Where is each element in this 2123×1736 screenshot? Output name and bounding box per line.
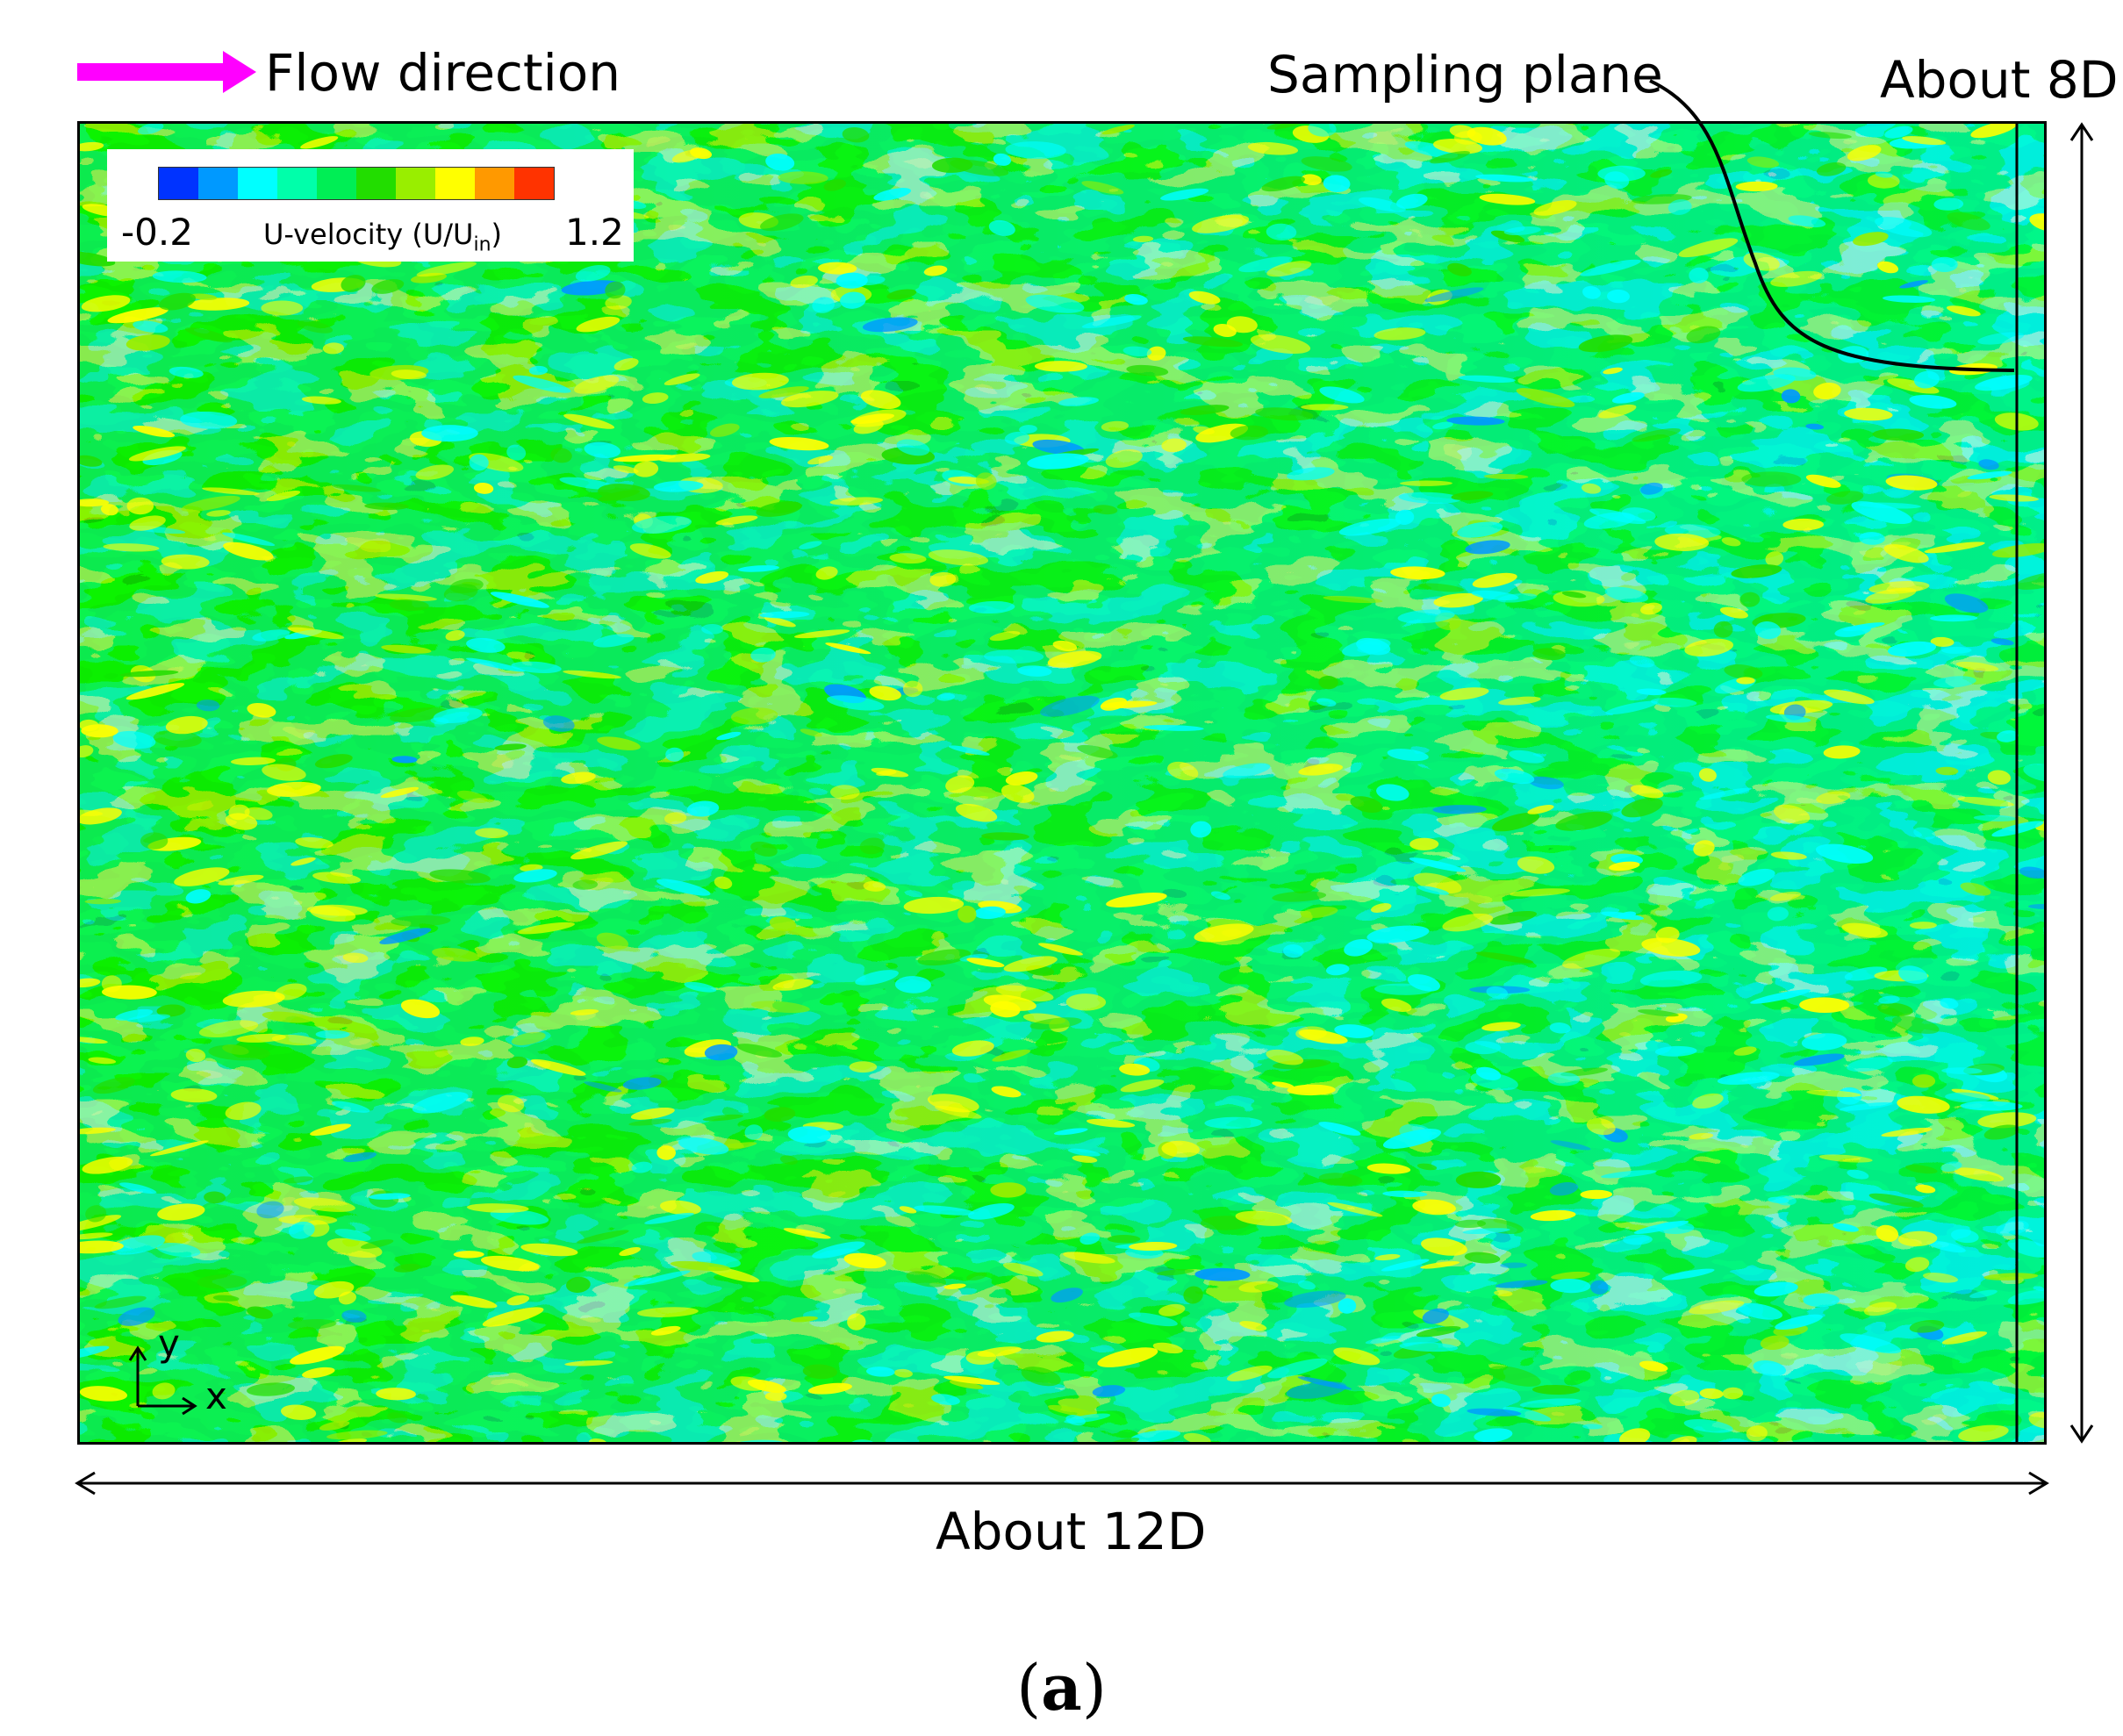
colorbar-cell [435,168,475,199]
colorbar-max-label: 1.2 [565,211,624,254]
coordinate-axes [128,1345,197,1416]
width-dimension-arrow [75,1471,2049,1496]
colorbar-title: U-velocity (U/Uin) [263,218,502,256]
width-dimension-label: About 12D [936,1502,1207,1561]
figure-caption: (a) [1016,1650,1107,1725]
colorbar-cell [396,168,435,199]
flow-direction-label: Flow direction [265,43,621,103]
height-dimension-arrow [2069,122,2094,1444]
colorbar-legend: -0.2 U-velocity (U/Uin) 1.2 [107,149,634,262]
colorbar-cell [475,168,514,199]
sampling-plane-label: Sampling plane [1267,45,1663,104]
colorbar-min-label: -0.2 [121,211,193,254]
axis-y-label: y [158,1322,180,1365]
velocity-contour-image [80,124,2044,1442]
velocity-contour-field [77,121,2047,1445]
colorbar-cell [159,168,198,199]
colorbar-cell [317,168,356,199]
flow-direction-arrow [77,51,256,93]
axis-x-label: x [205,1374,227,1417]
height-dimension-label: About 8D [1880,50,2119,110]
colorbar-cell [356,168,396,199]
colorbar-cell [277,168,317,199]
colorbar-cell [238,168,277,199]
colorbar-cell [198,168,238,199]
flow-arrow-head [223,51,256,93]
colorbar [158,167,555,200]
flow-arrow-shaft [77,63,226,81]
colorbar-cell [514,168,554,199]
